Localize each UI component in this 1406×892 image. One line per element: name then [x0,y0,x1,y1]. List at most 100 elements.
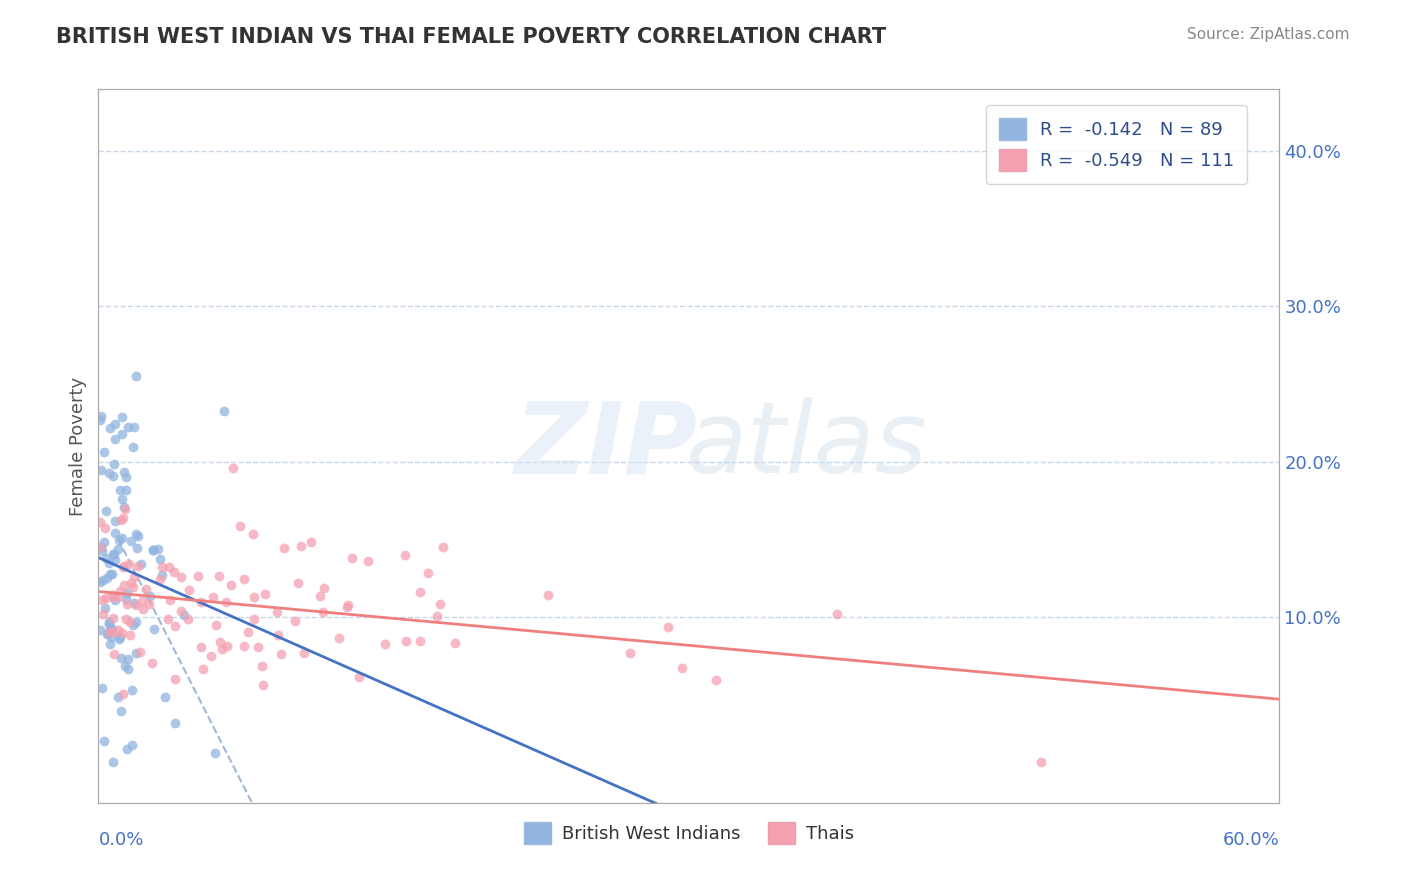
Point [143,622,166,636]
Point [287,576,309,591]
Point [120,534,142,549]
Point [91,681,114,695]
Point [89,624,111,638]
Point [204,746,226,760]
Legend: British West Indians, Thais: British West Indians, Thais [517,814,860,851]
Point [242,527,264,541]
Point [127,529,149,543]
Point [170,604,193,618]
Point [187,569,209,583]
Point [90,409,112,423]
Point [418,566,440,581]
Point [444,636,467,650]
Point [208,635,231,649]
Point [110,704,132,718]
Point [111,626,134,640]
Point [111,426,134,441]
Point [121,682,143,697]
Point [98,420,121,434]
Point [395,633,418,648]
Point [149,572,172,586]
Point [114,658,136,673]
Point [408,634,430,648]
Point [117,662,139,676]
Point [657,620,679,634]
Point [273,541,295,556]
Point [98,636,121,650]
Point [150,559,173,574]
Point [308,589,330,603]
Point [91,573,114,587]
Point [394,548,416,562]
Point [111,410,134,425]
Point [91,607,114,622]
Point [101,756,124,770]
Point [311,605,333,619]
Point [104,433,127,447]
Point [204,618,226,632]
Point [157,559,180,574]
Point [100,622,122,636]
Point [131,594,153,608]
Point [101,548,124,562]
Point [150,568,173,582]
Point [114,591,136,606]
Point [104,593,127,607]
Point [96,591,118,605]
Point [90,541,112,555]
Point [292,646,315,660]
Point [107,624,129,638]
Point [117,585,139,599]
Point [94,551,117,566]
Point [142,542,165,557]
Point [1029,756,1052,770]
Point [125,541,148,555]
Point [93,734,115,748]
Point [96,626,118,640]
Point [299,535,322,549]
Point [101,591,124,605]
Point [93,534,115,549]
Point [236,624,259,639]
Point [409,584,432,599]
Point [103,647,125,661]
Point [254,586,277,600]
Point [149,552,172,566]
Point [94,601,117,615]
Text: 60.0%: 60.0% [1223,831,1279,849]
Point [104,552,127,566]
Point [118,628,141,642]
Point [103,457,125,471]
Point [537,588,560,602]
Point [142,543,165,558]
Point [125,615,148,629]
Point [214,595,236,609]
Point [118,615,141,629]
Point [357,554,380,568]
Point [177,612,200,626]
Point [90,462,112,476]
Point [619,646,641,660]
Point [108,632,131,647]
Point [107,590,129,604]
Point [111,531,134,545]
Point [432,541,454,555]
Point [200,648,222,663]
Point [340,551,363,566]
Point [100,621,122,635]
Point [191,662,214,676]
Point [266,605,288,619]
Point [252,678,274,692]
Point [94,521,117,535]
Point [111,511,134,525]
Point [825,607,848,621]
Point [207,569,229,583]
Point [163,565,186,579]
Point [153,690,176,704]
Point [107,541,129,556]
Point [112,465,135,479]
Point [233,572,256,586]
Point [122,580,145,594]
Point [98,624,121,639]
Point [98,556,121,570]
